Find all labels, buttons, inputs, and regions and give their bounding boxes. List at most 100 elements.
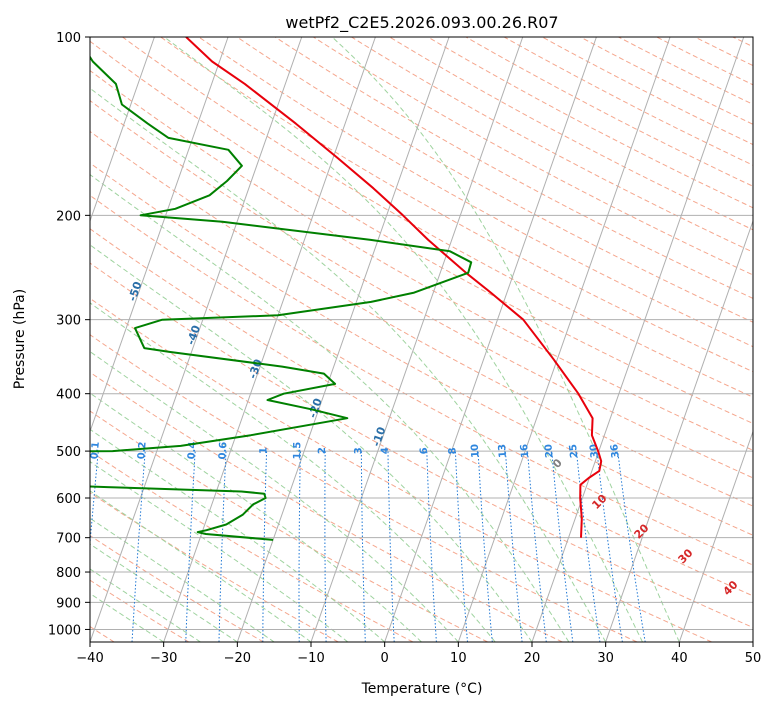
dry-adiabat-line xyxy=(503,37,753,166)
isotherm-line xyxy=(531,37,745,642)
y-tick-label: 500 xyxy=(56,445,81,460)
isotherm-line xyxy=(90,37,229,434)
mixing-ratio-line xyxy=(218,451,227,642)
dry-adiabat-line xyxy=(236,37,753,323)
moist-adiabat-line xyxy=(90,543,238,642)
dry-adiabat-line xyxy=(90,194,753,566)
x-tick-label: −30 xyxy=(150,651,177,666)
mixing-ratio-line xyxy=(477,451,493,642)
isotherm-line xyxy=(384,37,597,642)
mixing-ratio-line xyxy=(454,451,468,642)
y-tick-label: 600 xyxy=(56,492,81,507)
dry-adiabat-line xyxy=(90,228,753,597)
mixing-ratio-label: 10 xyxy=(470,444,482,459)
chart-title: wetPf2_C2E5.2026.093.00.26.R07 xyxy=(285,13,558,33)
moist-adiabat-line xyxy=(90,392,422,642)
isotherm-label: -10 xyxy=(370,425,389,448)
mixing-ratio-label: 36 xyxy=(609,443,622,458)
dry-adiabat-line xyxy=(90,297,712,642)
moist-adiabat-line xyxy=(90,592,164,642)
grid-layer xyxy=(90,37,753,642)
y-tick-label: 300 xyxy=(56,314,81,329)
x-tick-label: −10 xyxy=(297,651,324,666)
mixing-ratio-line xyxy=(617,451,646,642)
mixing-ratio-line xyxy=(387,451,395,642)
isotherm-line xyxy=(678,430,753,642)
plot-area xyxy=(90,37,753,642)
isotherm-line xyxy=(163,37,376,642)
mixing-ratio-line xyxy=(596,451,623,642)
temperature-profile-line xyxy=(185,37,603,538)
moist-adiabat-line xyxy=(331,37,680,642)
x-tick-label: −40 xyxy=(76,651,103,666)
y-tick-label: 400 xyxy=(56,388,81,403)
mixing-ratio-line xyxy=(527,451,547,642)
axis-layer: −40 −30 −20 −10 0 10 20 30 40 5010020030040050060… xyxy=(48,31,761,666)
mixing-ratio-label: 20 xyxy=(543,443,555,458)
moist-adiabat-line xyxy=(90,87,607,642)
mixing-ratio-label: 2 xyxy=(317,447,328,454)
dry-adiabat-line xyxy=(90,534,264,642)
dry-adiabat-line xyxy=(160,37,753,373)
dry-adiabat-line xyxy=(122,37,753,398)
mixing-ratio-line xyxy=(324,451,327,642)
dry-adiabat-line xyxy=(90,262,753,629)
moist-adiabat-line xyxy=(90,351,459,642)
x-tick-label: 0 xyxy=(381,651,389,666)
mixing-ratio-label: 25 xyxy=(568,443,580,458)
y-tick-label: 800 xyxy=(56,566,81,581)
isotherm-label: -20 xyxy=(306,396,325,419)
isotherm-label: -50 xyxy=(126,280,145,303)
mixing-ratio-label: 13 xyxy=(497,444,509,459)
moist-adiabat-line xyxy=(90,568,201,642)
isotherm-label: -40 xyxy=(184,323,203,346)
mixing-ratio-line xyxy=(504,451,523,642)
y-tick-label: 900 xyxy=(56,596,81,611)
isotherm-line xyxy=(605,219,753,642)
moist-adiabat-line xyxy=(90,244,533,642)
mixing-ratio-label: 16 xyxy=(519,443,531,458)
mixing-ratio-label: 1.5 xyxy=(292,442,303,460)
y-axis-label: Pressure (hPa) xyxy=(12,289,28,389)
dry-adiabat-line xyxy=(541,37,753,146)
y-tick-label: 1000 xyxy=(48,623,81,638)
mixing-ratio-line xyxy=(262,451,268,642)
plot-frame xyxy=(89,36,754,643)
moist-adiabat-line xyxy=(90,428,386,642)
x-tick-label: 20 xyxy=(524,651,541,666)
mixing-ratio-line xyxy=(185,451,196,642)
mixing-ratio-line xyxy=(298,451,301,642)
mixing-ratio-label: 0.4 xyxy=(186,441,198,459)
mixing-ratio-line xyxy=(551,451,574,642)
mixing-ratio-label: 4 xyxy=(380,447,391,454)
mixing-ratio-line xyxy=(576,451,601,642)
dry-adiabat-line xyxy=(90,162,753,536)
dry-adiabat-line xyxy=(90,99,753,479)
mixing-ratio-line xyxy=(360,451,366,642)
isotherm-line xyxy=(236,37,450,642)
isotherm-line xyxy=(90,37,155,223)
x-tick-label: 30 xyxy=(597,651,614,666)
dry-adiabat-line xyxy=(90,69,753,451)
dry-adiabat-line xyxy=(389,37,753,231)
isotherm-line xyxy=(90,37,303,642)
series-layer xyxy=(90,37,603,541)
dry-adiabat-line xyxy=(198,37,753,348)
mixing-ratio-label: 1 xyxy=(258,447,269,454)
dry-adiabat-line xyxy=(90,334,638,642)
y-tick-label: 200 xyxy=(56,209,81,224)
moist-adiabat-line xyxy=(90,173,570,642)
mixing-ratio-label: 30 xyxy=(588,443,600,458)
x-tick-label: 50 xyxy=(745,651,762,666)
y-tick-label: 100 xyxy=(56,31,81,46)
x-tick-label: 10 xyxy=(450,651,467,666)
mixing-ratio-line xyxy=(131,451,146,642)
isotherm-line xyxy=(457,37,671,642)
x-tick-label: −20 xyxy=(224,651,251,666)
mixing-ratio-line xyxy=(426,451,437,642)
dry-adiabat-line xyxy=(90,40,753,424)
isotherm-line xyxy=(310,37,524,642)
dewpoint-profile-line xyxy=(90,55,473,541)
mixing-ratio-label: 0.2 xyxy=(136,441,148,460)
